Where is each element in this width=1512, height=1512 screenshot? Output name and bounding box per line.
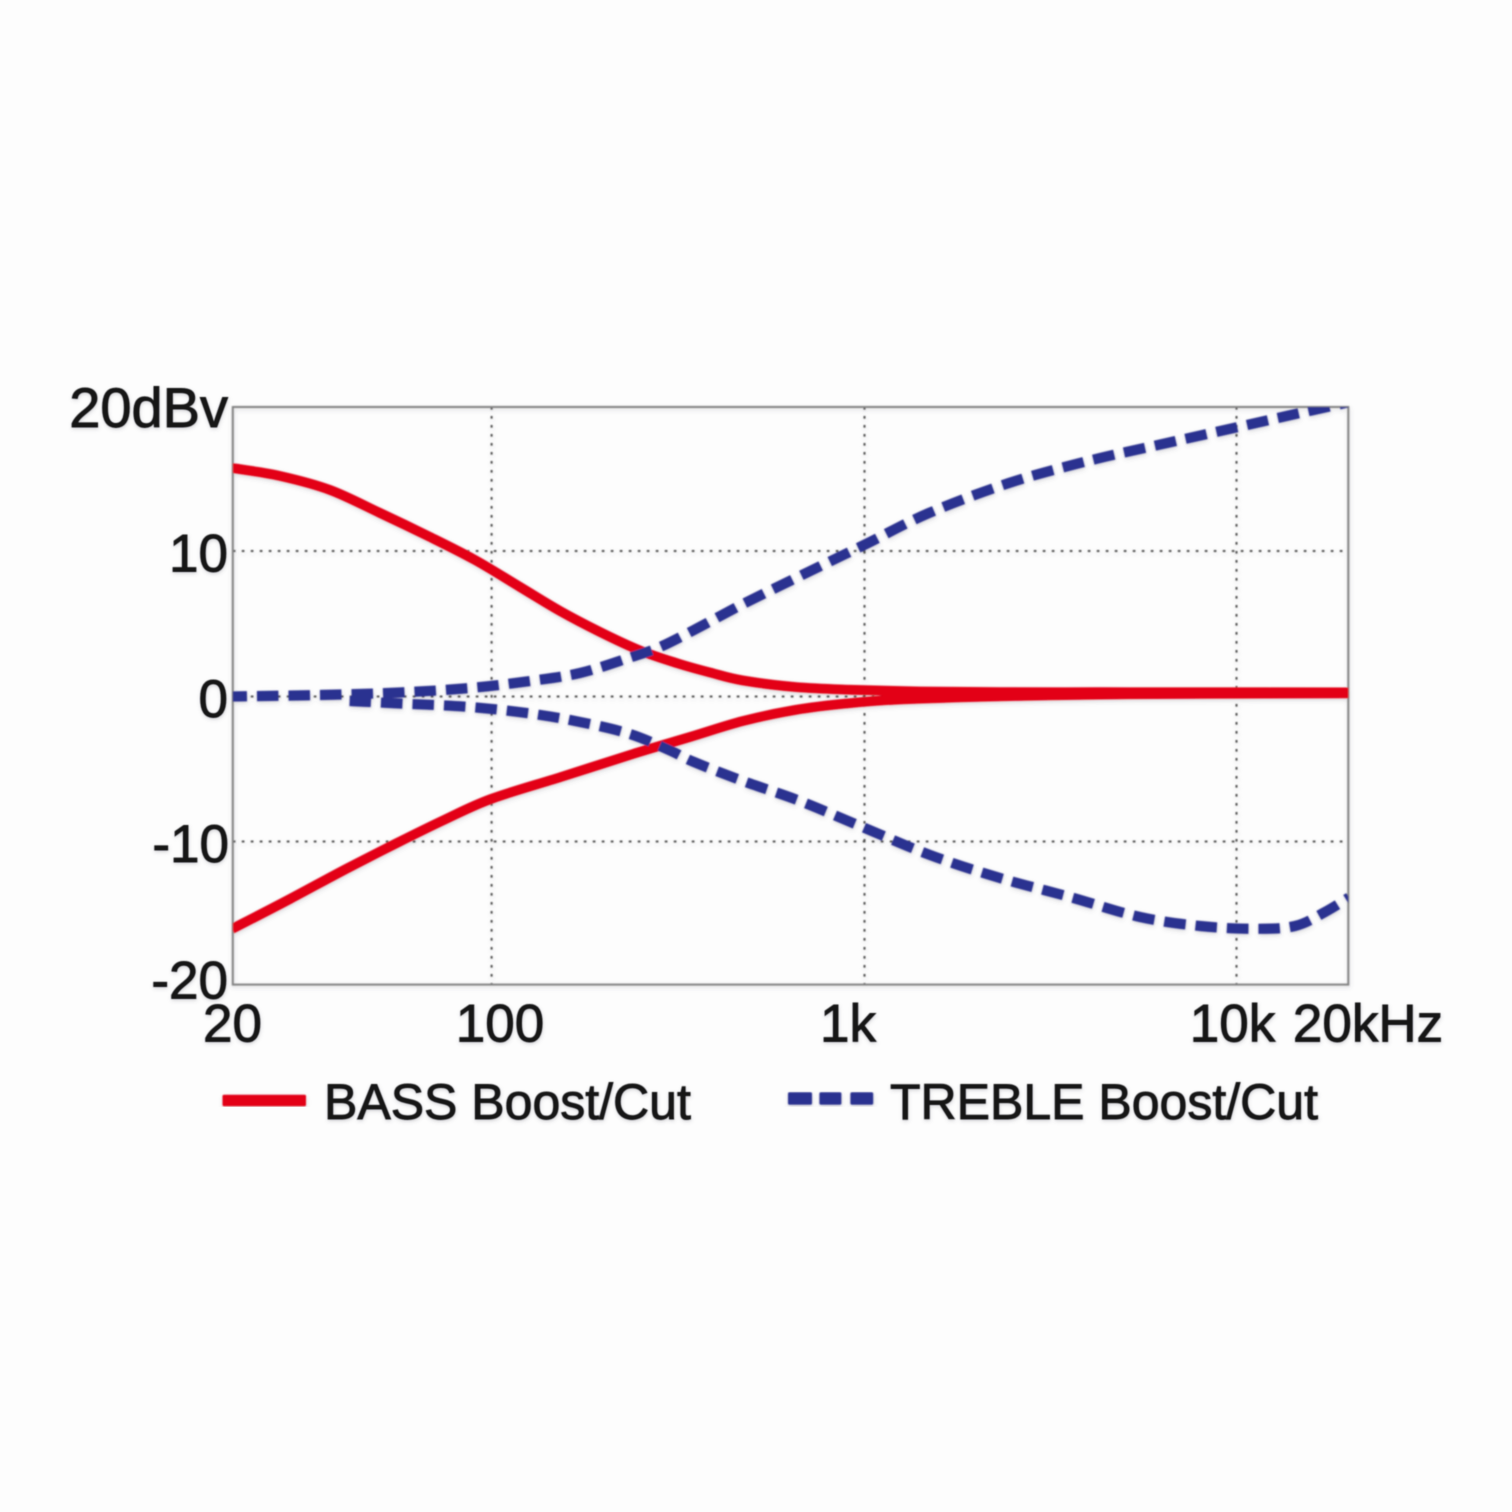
svg-text:20kHz: 20kHz: [1293, 995, 1443, 1054]
svg-text:100: 100: [456, 995, 544, 1054]
svg-text:BASS Boost/Cut: BASS Boost/Cut: [324, 1074, 691, 1130]
svg-text:20dBv: 20dBv: [69, 376, 228, 439]
svg-text:10: 10: [169, 525, 228, 584]
svg-text:10k: 10k: [1190, 995, 1276, 1054]
svg-text:-20: -20: [151, 952, 228, 1011]
svg-text:0: 0: [199, 670, 228, 729]
svg-text:20: 20: [203, 995, 262, 1054]
svg-text:1k: 1k: [820, 995, 876, 1054]
svg-text:TREBLE Boost/Cut: TREBLE Boost/Cut: [890, 1074, 1318, 1130]
svg-text:-10: -10: [152, 815, 229, 874]
